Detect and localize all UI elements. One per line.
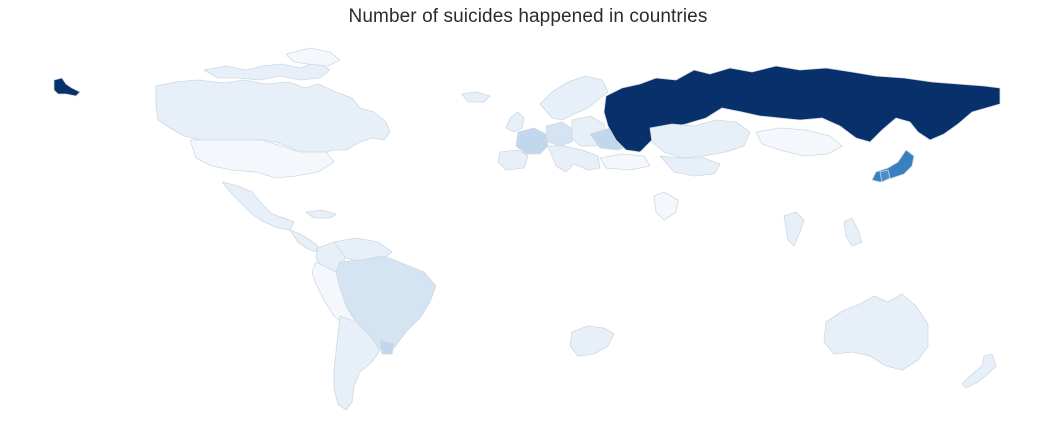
country-caribbean[interactable] <box>305 209 337 219</box>
land-layer <box>53 47 1001 411</box>
country-spain[interactable] <box>497 149 529 171</box>
country-scandinavia[interactable] <box>539 75 609 121</box>
country-south-africa[interactable] <box>569 325 615 357</box>
country-iceland[interactable] <box>461 91 491 103</box>
country-central-america[interactable] <box>289 229 319 253</box>
country-mongolia[interactable] <box>755 127 843 157</box>
country-central-asia[interactable] <box>659 155 721 177</box>
country-alaska[interactable] <box>53 77 81 97</box>
country-united-states[interactable] <box>189 139 335 179</box>
country-kazakhstan[interactable] <box>649 119 751 159</box>
country-japan[interactable] <box>871 149 915 183</box>
country-mexico[interactable] <box>221 181 295 231</box>
country-uruguay[interactable] <box>379 339 395 355</box>
country-philippines[interactable] <box>843 217 863 247</box>
country-balkans-italy[interactable] <box>547 145 601 173</box>
country-france[interactable] <box>515 127 549 155</box>
country-australia[interactable] <box>823 293 929 371</box>
country-argentina-chile[interactable] <box>333 315 381 411</box>
country-arctic-islands[interactable] <box>203 61 331 81</box>
country-thailand[interactable] <box>783 211 805 247</box>
map-title: Number of suicides happened in countries <box>348 6 708 27</box>
country-south-korea[interactable] <box>879 169 891 183</box>
country-middle-east[interactable] <box>653 191 679 221</box>
country-uk-ireland[interactable] <box>505 111 525 133</box>
country-new-zealand[interactable] <box>961 353 997 389</box>
country-greenland[interactable] <box>285 47 341 67</box>
country-germany[interactable] <box>545 121 575 147</box>
country-turkey[interactable] <box>599 153 651 171</box>
